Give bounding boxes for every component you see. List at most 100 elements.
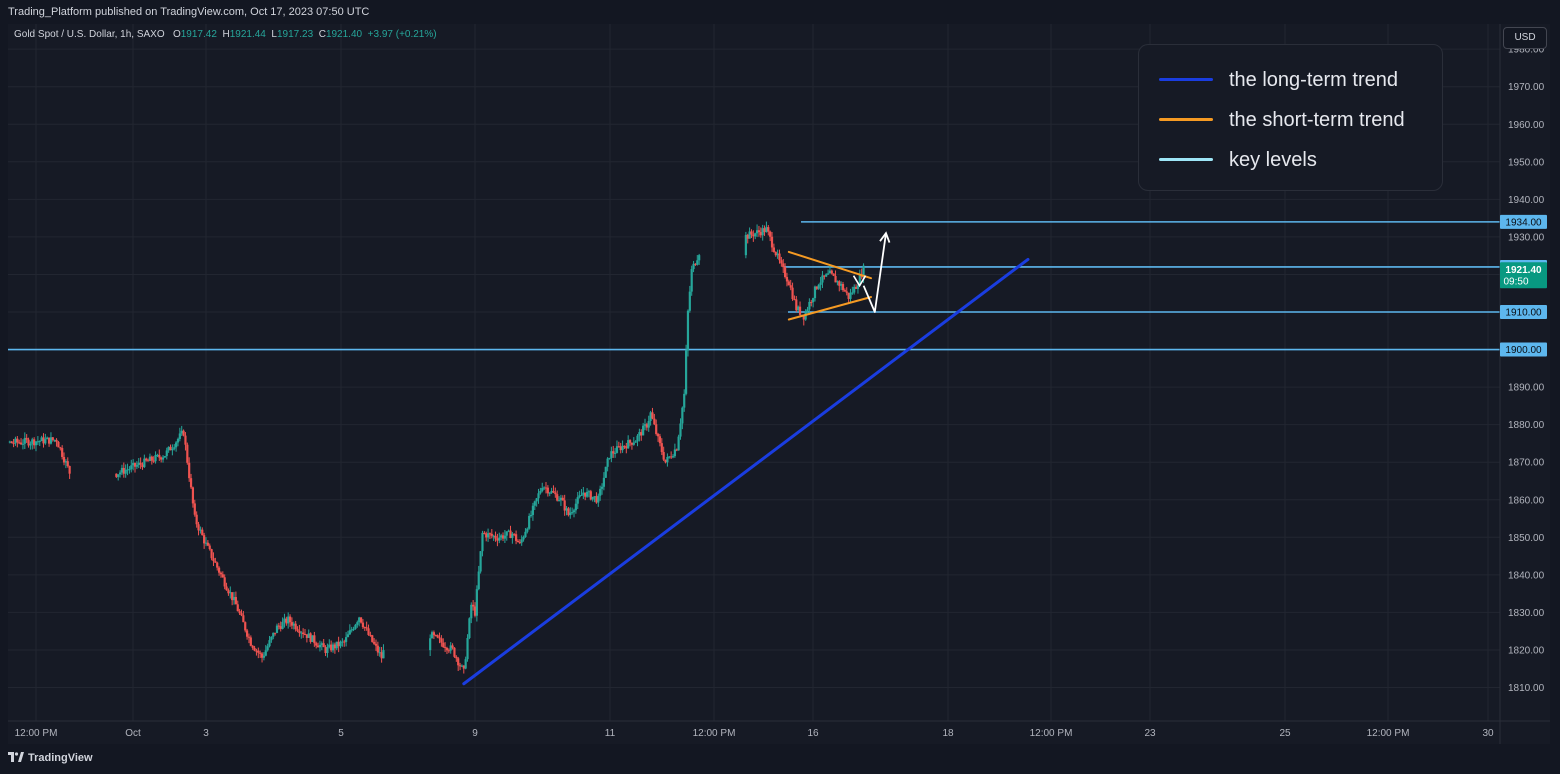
candle-body [559, 497, 563, 501]
candle-body [582, 492, 585, 495]
candle-body [604, 466, 607, 478]
candle-body [363, 627, 366, 629]
candle-body [436, 635, 439, 638]
candle-body [40, 437, 43, 442]
candle-body [640, 432, 643, 436]
candle-body [191, 487, 195, 504]
candle-body [806, 309, 809, 312]
candle-body [12, 443, 15, 445]
candle-body [161, 457, 165, 460]
key-level-tag-label: 1910.00 [1505, 308, 1542, 319]
candle-body [137, 462, 140, 466]
candle-body [139, 462, 142, 465]
candle-body [234, 597, 237, 605]
candle-body [481, 532, 484, 552]
candle-body [173, 447, 176, 449]
y-tick-label: 1850.00 [1508, 533, 1545, 544]
candle-body [765, 227, 768, 233]
candle-body [274, 632, 277, 634]
candle-body [580, 494, 583, 496]
candle-body [524, 531, 527, 537]
candle-body [795, 299, 798, 311]
long-term-swatch [1159, 78, 1213, 81]
candle-body [550, 490, 553, 493]
candle-body [787, 281, 790, 286]
candle-body [444, 647, 447, 649]
candle-body [840, 284, 843, 286]
candle-body [486, 533, 490, 538]
x-tick-label: 3 [203, 728, 209, 739]
y-tick-label: 1820.00 [1508, 645, 1545, 656]
candle-body [27, 439, 30, 446]
currency-button[interactable]: USD [1503, 27, 1547, 49]
candle-body [854, 286, 858, 289]
candle-body [690, 269, 693, 292]
candle-body [257, 650, 260, 653]
candle-body [462, 665, 465, 669]
key-level-tag-label: 1934.00 [1505, 217, 1542, 228]
candle-body [627, 440, 630, 449]
candle-body [225, 586, 228, 591]
legend-item-short-term: the short-term trend [1159, 108, 1439, 132]
candle-body [371, 635, 374, 642]
candle-body [503, 535, 506, 539]
candle-body [634, 441, 637, 443]
candle-body [548, 492, 551, 494]
candle-body [236, 604, 239, 612]
candle-body [458, 665, 462, 667]
legend-label: the long-term trend [1229, 69, 1398, 91]
candle-body [576, 497, 579, 504]
candle-body [565, 508, 568, 511]
candle-body [146, 460, 150, 462]
candle-body [216, 562, 219, 568]
legend-box: the long-term trend the short-term trend… [1138, 44, 1443, 191]
candle-body [378, 652, 381, 654]
candle-body [767, 227, 770, 232]
y-tick-label: 1840.00 [1508, 570, 1545, 581]
y-tick-label: 1870.00 [1508, 458, 1545, 469]
candle-body [783, 267, 787, 278]
candle-body [8, 441, 11, 443]
candle-body [208, 545, 211, 550]
candle-body [204, 542, 208, 544]
candle-body [836, 281, 839, 283]
candle-body [755, 230, 759, 234]
candle-body [845, 291, 848, 293]
candle-body [668, 456, 671, 458]
candle-body [692, 263, 695, 270]
candle-body [477, 571, 480, 590]
candle-body [849, 292, 852, 299]
candle-body [135, 465, 138, 467]
candle-body [472, 604, 475, 607]
key-levels-swatch [1159, 158, 1213, 161]
candle-body [520, 539, 523, 543]
candle-body [670, 456, 673, 458]
candle-body [337, 641, 340, 647]
tradingview-logo[interactable]: TradingView [8, 752, 93, 764]
candle-body [819, 282, 822, 285]
candle-body [64, 461, 67, 463]
candle-body [120, 467, 124, 473]
candle-body [606, 458, 609, 467]
chart-svg[interactable]: 1810.00 1820.00 1830.00 1840.00 1850.00 1860.… [8, 24, 1550, 744]
candle-body [578, 495, 581, 498]
candle-body [247, 636, 251, 638]
candle-body [813, 286, 817, 299]
candle-body [148, 456, 152, 461]
last-price-countdown: 09:50 [1503, 277, 1528, 288]
candle-body [658, 436, 662, 444]
candle-body [552, 490, 555, 493]
candle-body [615, 446, 619, 453]
candle-body [823, 275, 826, 277]
candle-body [643, 424, 647, 426]
candle-layer [8, 221, 865, 674]
candle-body [496, 538, 499, 541]
candle-body [673, 449, 676, 457]
candle-body [602, 477, 605, 487]
candle-body [275, 625, 279, 633]
candle-body [221, 574, 224, 578]
candle-body [750, 231, 753, 235]
x-tick-label: 12:00 PM [15, 728, 58, 739]
pivot-mark [852, 275, 867, 288]
candle-body [376, 645, 379, 653]
